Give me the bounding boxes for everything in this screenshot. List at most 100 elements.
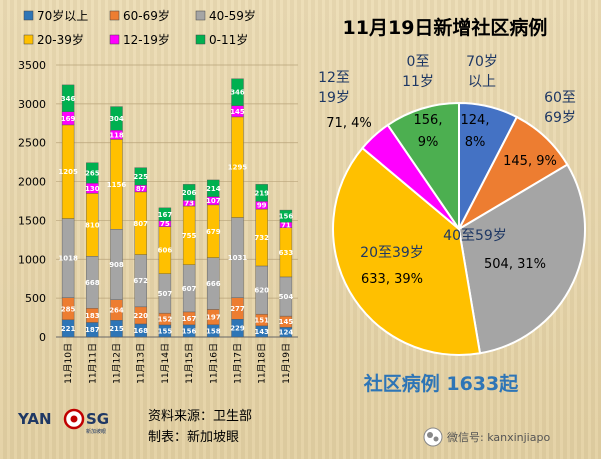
bar-segment-label: 1031 xyxy=(228,254,248,262)
bar-segment-label: 346 xyxy=(230,89,245,97)
legend-swatch xyxy=(109,10,120,21)
bar-segment xyxy=(158,207,172,222)
x-tick-label: 11月12日 xyxy=(112,343,123,384)
watermark: 微信号: kanxinjiapo xyxy=(423,427,550,447)
pie-slice-value: 633, 39% xyxy=(361,272,423,287)
bar-x-axis: 11月10日 11月11日 11月12日 11月13日 11月14日 11月15日 11月1… xyxy=(63,343,292,384)
watermark-text: 微信号: kanxinjiapo xyxy=(447,430,550,444)
logo: YAN SG 新加坡眼 xyxy=(17,408,109,435)
bar-segment-label: 87 xyxy=(136,185,146,193)
bar-segment-label: 71 xyxy=(281,221,291,229)
bar-segment-label: 810 xyxy=(85,221,100,229)
bar-segment-label: 197 xyxy=(206,314,221,322)
wechat-bubble-icon xyxy=(427,432,433,438)
pie-slice-value: 8% xyxy=(465,135,486,150)
bar-segment-label: 73 xyxy=(184,200,194,208)
bar-segment-label: 152 xyxy=(158,316,173,324)
bar-segment-label: 1205 xyxy=(58,168,78,176)
y-tick-label: 500 xyxy=(25,292,46,305)
bar-segment-label: 156 xyxy=(182,327,197,335)
pie-slice-value: 124, xyxy=(461,113,490,128)
bar-segment-label: 807 xyxy=(133,220,148,228)
legend-swatch xyxy=(195,34,206,45)
wechat-icon xyxy=(423,427,443,447)
bar-segment-label: 221 xyxy=(61,325,76,333)
bar-segment-label: 167 xyxy=(158,211,173,219)
bar-segment xyxy=(61,84,75,112)
bar-segment-label: 229 xyxy=(230,325,245,333)
bar-segment-label: 118 xyxy=(109,131,124,139)
bar-segment-label: 215 xyxy=(109,325,124,333)
bar-segment-label: 679 xyxy=(206,228,221,236)
bar-segment-label: 304 xyxy=(109,115,124,123)
x-tick-label: 11月16日 xyxy=(208,343,219,384)
bar-segment-label: 908 xyxy=(109,261,124,269)
x-tick-label: 11月14日 xyxy=(160,343,171,384)
bar-y-axis: 0 500 1000 1500 2000 2500 3000 3500 xyxy=(18,59,298,344)
bar-segment-label: 755 xyxy=(182,232,197,240)
pie-labels: 70岁以上 124, 8% 60至 69岁 145, 9% 40至59岁 504, 31% 20… xyxy=(318,54,576,287)
y-tick-label: 0 xyxy=(39,331,46,344)
bar-segment-label: 206 xyxy=(182,189,197,197)
logo-sub: 新加坡眼 xyxy=(86,428,106,435)
bar-segment-label: 145 xyxy=(230,108,245,116)
pie-slice-name: 以上 xyxy=(468,74,496,90)
pie-slice-name: 70岁 xyxy=(466,54,498,70)
pie-slice xyxy=(332,146,482,356)
bar-segment-label: 158 xyxy=(206,327,221,335)
bar-segment-label: 277 xyxy=(230,305,245,313)
bar-segment-label: 187 xyxy=(85,326,100,334)
bar-segment-label: 1295 xyxy=(228,164,248,172)
bar-segment-label: 732 xyxy=(254,234,269,242)
stacked-bars: 221 285 1018 1205 169 346 187 183 668 810 130 265 21… xyxy=(58,78,294,338)
bar-segment-label: 607 xyxy=(182,285,197,293)
pie-slice-name: 69岁 xyxy=(544,110,576,126)
pie-slice-name: 0至 xyxy=(407,54,430,70)
pie-slice-name: 19岁 xyxy=(318,90,350,106)
x-tick-label: 11月10日 xyxy=(63,343,74,384)
bar-segment xyxy=(255,184,268,202)
pie-slice-value: 145, 9% xyxy=(503,154,557,169)
bar-segment-label: 124 xyxy=(279,329,294,337)
bar-segment-label: 507 xyxy=(158,290,173,298)
x-tick-label: 11月18日 xyxy=(257,343,268,384)
bar-segment-label: 107 xyxy=(206,197,221,205)
bar-segment-label: 99 xyxy=(257,202,267,210)
bar-legend: 70岁以上 60-69岁 40-59岁 20-39岁 12-19岁 0-11岁 xyxy=(23,8,256,47)
bar-segment-label: 633 xyxy=(279,249,294,257)
bar-segment xyxy=(279,209,293,223)
bar-segment-label: 265 xyxy=(85,169,100,177)
bar-segment-label: 155 xyxy=(158,327,173,335)
bar-segment-label: 143 xyxy=(254,328,269,336)
bar-segment-label: 620 xyxy=(254,287,269,295)
legend-label: 20-39岁 xyxy=(37,32,84,47)
bar-segment xyxy=(231,78,244,106)
legend-swatch xyxy=(23,10,34,21)
bar-segment-label: 145 xyxy=(279,318,294,326)
pie-slice xyxy=(386,101,460,233)
bar-segment-label: 672 xyxy=(133,277,148,285)
logo-text-left: YAN xyxy=(17,410,52,428)
y-tick-label: 3500 xyxy=(18,59,46,72)
pie-slice xyxy=(457,163,586,355)
y-tick-label: 2500 xyxy=(18,137,46,150)
bar-segment-label: 668 xyxy=(85,279,100,287)
y-tick-label: 1500 xyxy=(18,214,46,227)
pie-slice-value: 156, xyxy=(414,113,443,128)
legend-swatch xyxy=(195,10,206,21)
bar-segment-label: 1156 xyxy=(107,181,127,189)
bar-segment-label: 156 xyxy=(279,213,294,221)
y-tick-label: 1000 xyxy=(18,253,46,266)
legend-label: 70岁以上 xyxy=(37,8,88,23)
logo-mark-center-icon xyxy=(70,415,78,423)
pie-slice-name: 12至 xyxy=(318,70,350,86)
bar-segment-label: 168 xyxy=(133,327,148,335)
x-tick-label: 11月11日 xyxy=(87,343,98,384)
y-tick-label: 2000 xyxy=(18,176,46,189)
legend-label: 60-69岁 xyxy=(123,8,170,23)
bar-segment-label: 285 xyxy=(61,305,76,313)
footer-source: 资料来源：卫生部 xyxy=(148,409,252,424)
pie-chart xyxy=(332,101,586,356)
bar-segment-label: 1018 xyxy=(58,255,78,263)
pie-slice-value: 504, 31% xyxy=(484,257,546,272)
